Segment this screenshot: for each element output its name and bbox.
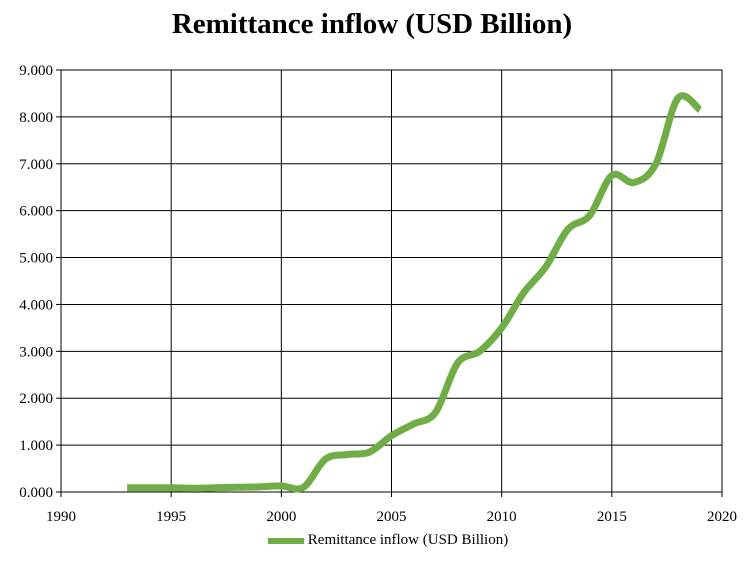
y-tick-label: 9.000 (19, 63, 53, 79)
legend: Remittance inflow (USD Billion) (0, 532, 744, 549)
y-tick-label: 1.000 (19, 438, 53, 454)
grid-lines (60, 69, 723, 493)
x-tick-label: 2010 (487, 509, 517, 525)
chart-title: Remittance inflow (USD Billion) (171, 8, 573, 40)
y-tick-label: 4.000 (19, 297, 53, 313)
x-tick-label: 1990 (46, 509, 76, 525)
x-tick-label: 1995 (156, 509, 186, 525)
series-lines (127, 92, 703, 493)
legend-label: Remittance inflow (USD Billion) (307, 532, 509, 548)
plot-area-border (60, 69, 723, 493)
y-tick-label: 5.000 (19, 251, 53, 267)
y-tick-label: 3.000 (19, 344, 53, 360)
x-tick-label: 2005 (377, 509, 407, 525)
x-tick-label: 2020 (707, 509, 737, 525)
series-line (127, 92, 703, 493)
axes (56, 69, 723, 497)
y-tick-label: 8.000 (19, 110, 53, 126)
x-tick-labels: 1990 1995 2000 2005 2010 2015 2020 (46, 509, 737, 525)
legend-swatch (267, 537, 304, 544)
x-tick-label: 2000 (266, 509, 296, 525)
x-tick-label: 2015 (597, 509, 627, 525)
y-tick-labels: 0.000 1.000 2.000 3.000 4.000 5.000 6.000 7.000… (19, 63, 53, 501)
y-tick-label: 0.000 (19, 485, 53, 501)
y-tick-label: 7.000 (19, 157, 53, 173)
y-tick-label: 6.000 (19, 204, 53, 220)
y-tick-label: 2.000 (19, 391, 53, 407)
